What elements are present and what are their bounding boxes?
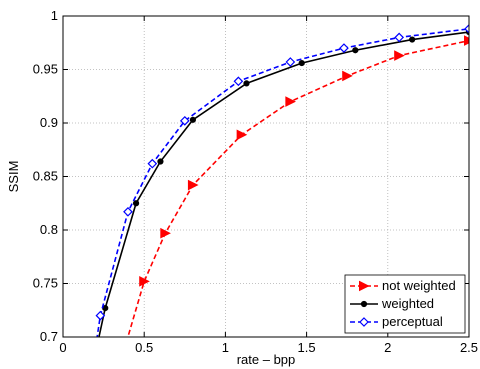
data-point-marker xyxy=(160,227,171,239)
data-point-marker xyxy=(236,129,248,141)
data-point-marker xyxy=(464,35,469,46)
legend-label: perceptual xyxy=(382,314,443,329)
y-axis-label: SSIM xyxy=(6,161,21,193)
data-point-marker xyxy=(187,179,199,191)
data-point-marker xyxy=(189,116,197,123)
data-point-marker xyxy=(394,50,405,61)
legend-item: perceptual xyxy=(350,314,443,329)
y-tick-label: 0.75 xyxy=(33,276,58,291)
legend: not weighted weighted perceptual xyxy=(344,274,466,334)
data-point-marker xyxy=(147,158,158,169)
x-tick-label: 1.5 xyxy=(298,340,316,355)
data-point-marker xyxy=(464,23,469,34)
ticks: 0 0.5 1 1.5 2 2.5 0.7 0.75 0.8 0.85 0.9 0.95 1 xyxy=(33,8,478,355)
series-layer xyxy=(91,23,469,355)
data-point-marker xyxy=(342,70,353,82)
y-tick-label: 1 xyxy=(51,8,58,23)
series-line xyxy=(98,31,469,337)
data-point-marker xyxy=(352,47,359,54)
data-point-marker xyxy=(233,76,244,87)
x-tick-label: 0.5 xyxy=(135,340,153,355)
data-point-marker xyxy=(123,206,133,217)
data-point-marker xyxy=(285,96,296,107)
y-tick-label: 0.95 xyxy=(33,62,58,77)
x-tick-label: 2.5 xyxy=(460,340,478,355)
data-point-marker xyxy=(93,350,98,355)
series-not-weighted xyxy=(122,35,469,347)
x-tick-label: 1 xyxy=(222,340,229,355)
y-tick-label: 0.85 xyxy=(33,169,58,184)
data-point-marker xyxy=(157,158,164,165)
data-point-marker xyxy=(394,32,405,43)
data-point-marker xyxy=(122,338,131,347)
x-tick-label: 2 xyxy=(384,340,391,355)
data-point-marker xyxy=(243,80,250,87)
y-tick-label: 0.7 xyxy=(40,329,58,344)
data-point-marker xyxy=(360,300,368,308)
data-point-marker xyxy=(179,116,190,126)
plot-area xyxy=(91,23,469,355)
legend-label: not weighted xyxy=(382,278,456,293)
series-perceptual xyxy=(91,23,469,352)
data-point-marker xyxy=(298,59,305,67)
data-point-marker xyxy=(95,310,106,321)
data-point-marker xyxy=(359,280,370,292)
series-weighted xyxy=(93,28,469,355)
data-point-marker xyxy=(91,344,99,352)
legend-item: not weighted xyxy=(350,278,456,293)
data-point-marker xyxy=(139,276,150,287)
x-axis-label: rate – bpp xyxy=(237,352,296,367)
data-point-marker xyxy=(359,317,369,327)
series-line xyxy=(96,28,469,337)
y-tick-label: 0.9 xyxy=(40,115,58,130)
y-tick-label: 0.8 xyxy=(40,222,58,237)
legend-label: weighted xyxy=(381,296,434,311)
data-point-marker xyxy=(285,57,296,67)
data-point-marker xyxy=(409,36,416,43)
data-point-marker xyxy=(132,200,140,207)
data-point-marker xyxy=(339,43,349,53)
x-tick-label: 0 xyxy=(59,340,66,355)
legend-item: weighted xyxy=(350,296,434,311)
